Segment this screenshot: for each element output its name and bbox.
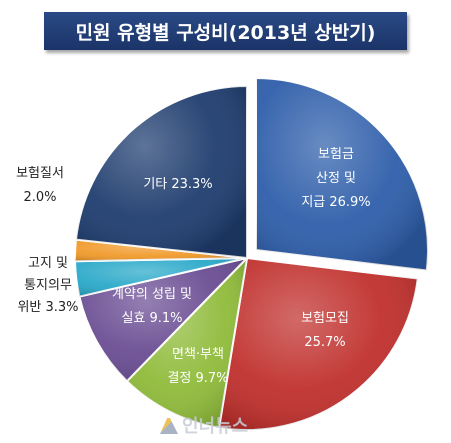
slice-label-line: 면책·부책 [172, 347, 224, 362]
slice-label-line: 보험질서 [16, 166, 64, 181]
slice-label-line: 위반 3.3% [17, 300, 78, 315]
slice-label-line: 2.0% [23, 190, 56, 205]
pie-slice-shading-1 [255, 78, 428, 271]
slice-label-line: 결정 9.7% [167, 371, 228, 386]
slice-label-line: 지급 26.9% [301, 195, 370, 210]
pie-slice-shading-3 [126, 258, 247, 428]
slice-label-line: 25.7% [304, 335, 345, 350]
pie-slice-shading-5 [75, 258, 247, 297]
chart-title: 민원 유형별 구성비(2013년 상반기) [44, 12, 407, 50]
slice-label-line: 보험금 [318, 147, 354, 162]
slice-label-line: 산정 및 [316, 171, 356, 186]
watermark: 인너뉴스 [160, 412, 248, 438]
slice-label-2: 보험모집 25.7% [301, 311, 349, 350]
slice-label-line: 기타 23.3% [143, 177, 212, 192]
slice-label-line: 통지의무 [24, 278, 72, 293]
watermark-logo-icon [160, 418, 178, 434]
slice-label-line: 계약의 성립 및 [112, 287, 192, 302]
pie-slice-shading-7 [75, 86, 247, 258]
watermark-text: 인너뉴스 [182, 416, 249, 437]
pie-slice-shading-4 [79, 258, 247, 382]
slice-label-7: 기타 23.3% [143, 177, 212, 192]
pie-slice-shading-2 [219, 258, 418, 430]
slice-label-line: 고지 및 [28, 256, 68, 271]
slice-label-line: 실효 9.1% [121, 311, 182, 326]
slice-label-line: 보험모집 [301, 311, 349, 326]
slice-label-6: 보험질서 2.0% [16, 166, 64, 205]
